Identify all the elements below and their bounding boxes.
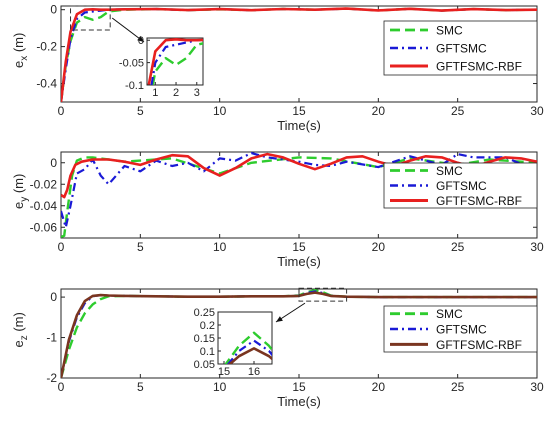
inset-y-tick-label: -0.1 — [125, 80, 144, 92]
x-tick-label: 30 — [530, 240, 544, 254]
x-tick-label: 25 — [451, 380, 465, 394]
y-axis-label-unit: (m) — [11, 33, 26, 56]
legend-label: GFTFSMC-RBF — [436, 338, 522, 352]
zoom-arrow-head — [137, 35, 144, 42]
y-tick-label: -0.04 — [30, 199, 58, 213]
x-tick-label: 30 — [530, 380, 544, 394]
x-tick-label: 15 — [292, 380, 306, 394]
y-tick-label: 0 — [50, 3, 57, 17]
y-axis-label-sub: y — [19, 197, 30, 202]
zoom-arrow — [111, 17, 145, 43]
inset-x-tick-label: 2 — [173, 87, 179, 99]
y-axis-label-unit: (m) — [11, 174, 26, 197]
x-axis-label: Time(s) — [277, 254, 321, 269]
inset-y-tick-label: 0.15 — [194, 333, 215, 345]
inset-y-tick-label: 0.1 — [200, 346, 215, 358]
legend-label: GFTSMC — [436, 179, 487, 193]
x-tick-label: 0 — [58, 380, 65, 394]
x-tick-label: 15 — [292, 104, 306, 118]
inset-y-tick-label: 0 — [138, 35, 144, 47]
inset-series-group — [147, 38, 203, 85]
y-axis-label-base: e — [11, 202, 26, 209]
x-tick-label: 30 — [530, 104, 544, 118]
x-tick-label: 20 — [372, 104, 386, 118]
y-axis-label: ex (m) — [11, 33, 30, 68]
x-tick-label: 5 — [137, 380, 144, 394]
inset-series-line — [150, 38, 203, 85]
inset-series-line — [228, 347, 272, 364]
legend-label: GFTSMC — [436, 42, 487, 56]
zoom-window — [70, 5, 111, 31]
y-tick-label: -0.02 — [30, 177, 58, 191]
y-axis-label: ez (m) — [11, 312, 30, 347]
inset-frame — [217, 311, 273, 365]
ez-panel: 0 5 10 15 20 25 30 -2 -1 0 Time(s) ez (m) SMC GFTSMCG… — [11, 287, 544, 409]
y-tick-label: -0.4 — [36, 77, 57, 91]
inset-series-group — [224, 331, 272, 364]
series-group — [61, 289, 537, 378]
zoom-window — [298, 287, 348, 302]
inset-x-tick-label: 3 — [194, 87, 200, 99]
x-tick-label: 10 — [213, 104, 227, 118]
x-axis-label: Time(s) — [277, 118, 321, 133]
x-tick-label: 20 — [372, 380, 386, 394]
y-axis-label-sub: z — [19, 335, 30, 340]
y-tick-label: -1 — [46, 331, 57, 345]
y-tick-label: -0.2 — [36, 40, 57, 54]
y-tick-label: -0.06 — [30, 220, 58, 234]
legend-label: SMC — [436, 24, 463, 38]
inset-y-tick-label: 0.05 — [194, 359, 215, 371]
inset-y-tick-label: 0.2 — [200, 320, 215, 332]
x-tick-label: 10 — [213, 240, 227, 254]
legend-label: GFTFSMC-RBF — [436, 194, 522, 208]
series-line-gftsmc — [61, 152, 537, 229]
series-group — [61, 152, 537, 238]
series-line-gftfsmc-rbf — [61, 152, 537, 199]
inset-y-tick-label: -0.05 — [119, 58, 144, 70]
x-tick-label: 25 — [451, 104, 465, 118]
x-axis-label: Time(s) — [277, 394, 321, 409]
zoom-arrow-head — [276, 316, 283, 322]
y-axis-label-sub: x — [19, 56, 30, 61]
series-group — [61, 7, 537, 102]
inset-x-tick-label: 15 — [218, 366, 230, 378]
x-tick-label: 5 — [137, 240, 144, 254]
x-tick-label: 10 — [213, 380, 227, 394]
series-line-gftfsmc-rbf — [61, 291, 537, 378]
inset-series-line — [224, 331, 272, 364]
inset-x-tick-label: 16 — [248, 366, 260, 378]
y-axis-label-base: e — [11, 61, 26, 68]
x-tick-label: 25 — [451, 240, 465, 254]
x-tick-label: 15 — [292, 240, 306, 254]
legend-label: GFTFSMC-RBF — [436, 60, 522, 74]
y-axis-label-unit: (m) — [11, 312, 26, 335]
inset-x-tick-label: 1 — [152, 87, 158, 99]
y-tick-label: 0 — [50, 290, 57, 304]
inset-y-tick-label: 0.25 — [194, 307, 215, 319]
x-tick-label: 0 — [58, 240, 65, 254]
legend-label: GFTSMC — [436, 323, 487, 337]
y-tick-label: 0 — [50, 156, 57, 170]
x-tick-label: 0 — [58, 104, 65, 118]
inset-series-line — [226, 339, 272, 364]
x-tick-label: 20 — [372, 240, 386, 254]
inset-series-line — [147, 38, 203, 85]
x-tick-label: 5 — [137, 104, 144, 118]
y-axis-label-base: e — [11, 340, 26, 347]
legend-label: SMC — [436, 307, 463, 321]
y-axis-label: ey (m) — [11, 174, 30, 209]
inset-series-line — [151, 42, 203, 85]
series-line-gftfsmc-rbf — [61, 7, 537, 102]
legend-label: SMC — [436, 164, 463, 178]
y-tick-label: -2 — [46, 371, 57, 385]
ey-panel: 0 5 10 15 20 25 30 -0.06 -0.04 -0.02 0 Time(s) ey (m… — [11, 151, 544, 269]
